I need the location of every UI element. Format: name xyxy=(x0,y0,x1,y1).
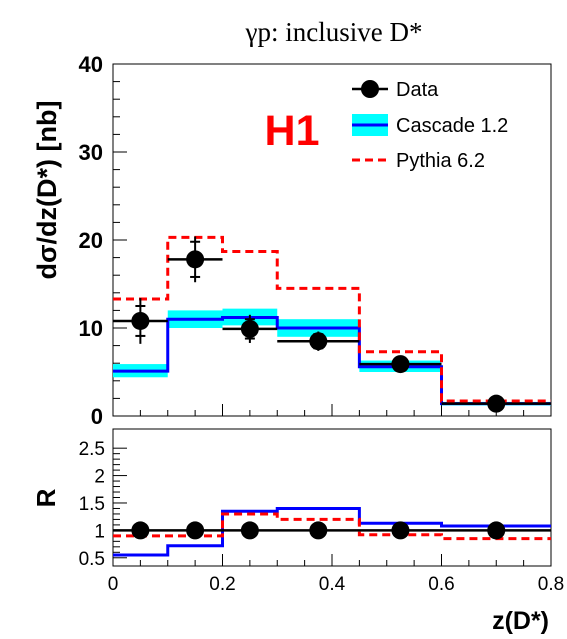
x-tick-label: 0 xyxy=(108,574,119,595)
main-y-tick-label: 40 xyxy=(79,52,103,77)
main-y-tick-label: 20 xyxy=(79,228,103,253)
main-panel: 0 10 20 30 40 dσ/dz(D*) [nb] Data Cascade 1.2… xyxy=(32,52,552,429)
legend-item-pythia: Pythia 6.2 xyxy=(352,150,485,172)
ratio-y-tick-label: 2 xyxy=(94,467,105,488)
main-y-tick-label: 30 xyxy=(79,140,103,165)
main-y-tick-label: 0 xyxy=(91,404,103,429)
svg-text:Pythia 6.2: Pythia 6.2 xyxy=(396,150,485,172)
chart-title: γp: inclusive D* xyxy=(245,17,423,47)
legend-item-cascade: Cascade 1.2 xyxy=(352,114,508,137)
main-y-tick-label: 10 xyxy=(79,316,103,341)
ratio-data-point xyxy=(391,521,410,540)
ratio-data-point xyxy=(131,521,150,540)
data-point xyxy=(277,331,360,351)
svg-text:Data: Data xyxy=(396,79,439,101)
ratio-data-point xyxy=(309,521,328,540)
ratio-pythia-step-line xyxy=(113,512,551,541)
pythia-step-line xyxy=(113,235,551,403)
ratio-y-tick-label: 1 xyxy=(94,521,105,542)
data-point xyxy=(113,298,168,344)
ratio-y-tick-label: 0.5 xyxy=(79,549,105,570)
main-y-axis-label: dσ/dz(D*) [nb] xyxy=(32,101,62,280)
ratio-y-tick-label: 1.5 xyxy=(79,494,105,515)
data-point xyxy=(359,355,442,374)
svg-text:Cascade 1.2: Cascade 1.2 xyxy=(396,115,508,137)
ratio-y-tick-label: 2.5 xyxy=(79,439,105,460)
data-point xyxy=(441,394,551,413)
data-point xyxy=(167,236,223,283)
ratio-cascade-step-line xyxy=(113,506,551,557)
ratio-data-point xyxy=(186,521,205,540)
legend: Data Cascade 1.2 Pythia 6.2 xyxy=(352,79,508,172)
ratio-data-point xyxy=(487,521,506,540)
x-tick-label: 0.8 xyxy=(538,574,564,595)
legend-item-data: Data xyxy=(352,79,439,101)
x-tick-label: 0.6 xyxy=(428,574,454,595)
x-tick-label: 0.4 xyxy=(319,574,346,595)
h1-watermark: H1 xyxy=(265,107,320,155)
ratio-panel: 0.5 1 1.5 2 2.5 0 0.2 0.4 0.6 0.8 R z(D*) xyxy=(31,428,564,635)
x-tick-label: 0.2 xyxy=(209,574,235,595)
data-point xyxy=(222,314,278,343)
x-axis-label: z(D*) xyxy=(492,607,549,635)
ratio-y-axis-label: R xyxy=(31,488,61,507)
ratio-data-point xyxy=(240,521,259,540)
